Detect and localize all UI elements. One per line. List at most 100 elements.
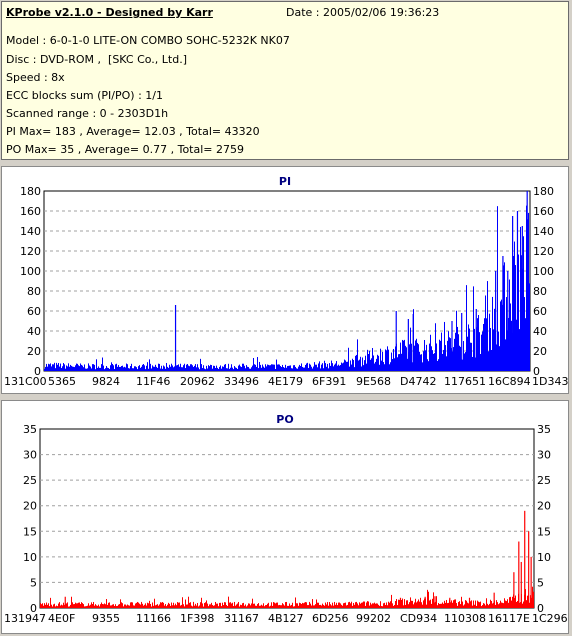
pi-bar: [104, 369, 105, 371]
po-bar: [82, 603, 83, 608]
po-bar: [101, 602, 102, 608]
po-bar: [110, 605, 111, 608]
pi-bar: [60, 363, 61, 371]
pi-bar: [261, 367, 262, 371]
po-bar: [258, 603, 259, 608]
po-bar: [514, 598, 515, 608]
pi-spike: [512, 216, 514, 371]
po-bar: [51, 604, 52, 608]
x-tick-label: 6F391: [312, 375, 346, 388]
pi-bar: [376, 358, 377, 371]
y-tick-label-right: 30: [537, 449, 551, 462]
po-bar: [438, 602, 439, 608]
pi-bar: [437, 360, 438, 371]
po-bar: [241, 605, 242, 608]
pi-bar: [237, 368, 238, 371]
po-bar: [366, 602, 367, 608]
pi-bar: [349, 366, 350, 371]
pi-bar: [91, 368, 92, 371]
po-bar: [219, 602, 220, 608]
pi-bar: [482, 331, 483, 371]
po-bar: [174, 605, 175, 608]
po-bar: [337, 605, 338, 608]
po-bar: [338, 602, 339, 608]
po-bar: [150, 603, 151, 608]
pi-bar: [193, 366, 194, 371]
po-bar: [493, 602, 494, 608]
po-bar: [69, 606, 70, 608]
pi-bar: [76, 363, 77, 371]
po-bar: [176, 605, 177, 608]
pi-bar: [465, 352, 466, 371]
pi-bar: [334, 364, 335, 371]
po-bar: [422, 604, 423, 608]
pi-bar: [310, 364, 311, 371]
po-bar: [414, 602, 415, 608]
pi-spike: [407, 319, 409, 371]
pi-bar: [464, 353, 465, 371]
pi-bar: [216, 365, 217, 371]
po-bar: [405, 604, 406, 608]
pi-bar: [145, 369, 146, 371]
po-bar: [231, 603, 232, 608]
po-bar: [454, 599, 455, 608]
pi-bar: [423, 351, 424, 371]
po-bar: [198, 606, 199, 608]
po-bar: [175, 603, 176, 608]
pi-bar: [264, 367, 265, 371]
po-bar: [81, 602, 82, 608]
po-bar: [308, 605, 309, 608]
pi-bar: [209, 366, 210, 371]
pi-bar: [128, 368, 129, 371]
po-bar: [240, 604, 241, 608]
po-bar: [140, 604, 141, 608]
po-bar: [54, 603, 55, 608]
po-bar: [275, 603, 276, 608]
pi-spike: [507, 271, 509, 371]
pi-bar: [309, 363, 310, 371]
po-bar: [415, 598, 416, 608]
pi-bar: [188, 365, 189, 371]
po-bar: [250, 605, 251, 608]
pi-bar: [77, 363, 78, 371]
x-tick-label: 11F46: [136, 375, 170, 388]
po-bar: [530, 595, 531, 608]
po-bar: [40, 603, 41, 608]
pi-bar: [134, 366, 135, 371]
x-tick-label: 9355: [92, 612, 120, 625]
pi-bar: [366, 363, 367, 371]
po-bar: [402, 598, 403, 608]
po-bar: [481, 606, 482, 608]
po-bar: [353, 602, 354, 608]
pi-bar: [385, 349, 386, 371]
y-tick-label-left: 35: [23, 423, 37, 436]
pi-bar: [515, 265, 516, 371]
po-bar: [49, 606, 50, 608]
pi-bar: [109, 368, 110, 371]
po-bar: [293, 606, 294, 608]
pi-bar: [298, 366, 299, 371]
po-bar: [79, 602, 80, 608]
po-bar: [397, 605, 398, 608]
po-bar: [490, 599, 491, 608]
po-bar: [149, 600, 150, 608]
pi-bar: [392, 359, 393, 371]
x-tick-label: 9824: [92, 375, 120, 388]
pi-bar: [299, 364, 300, 371]
po-bar: [280, 605, 281, 608]
y-tick-label-right: 20: [533, 345, 547, 358]
pi-bar: [389, 364, 390, 371]
po-bar: [484, 603, 485, 608]
po-bar: [95, 604, 96, 608]
pi-bar: [380, 348, 381, 371]
pi-bar: [308, 368, 309, 371]
po-bar: [281, 605, 282, 608]
po-bar: [274, 602, 275, 608]
po-bar: [378, 604, 379, 608]
pi-bar: [122, 365, 123, 371]
pi-bar: [418, 344, 419, 371]
po-bar: [342, 605, 343, 608]
po-bar: [466, 600, 467, 608]
po-bar: [464, 604, 465, 608]
pi-bar: [57, 364, 58, 371]
